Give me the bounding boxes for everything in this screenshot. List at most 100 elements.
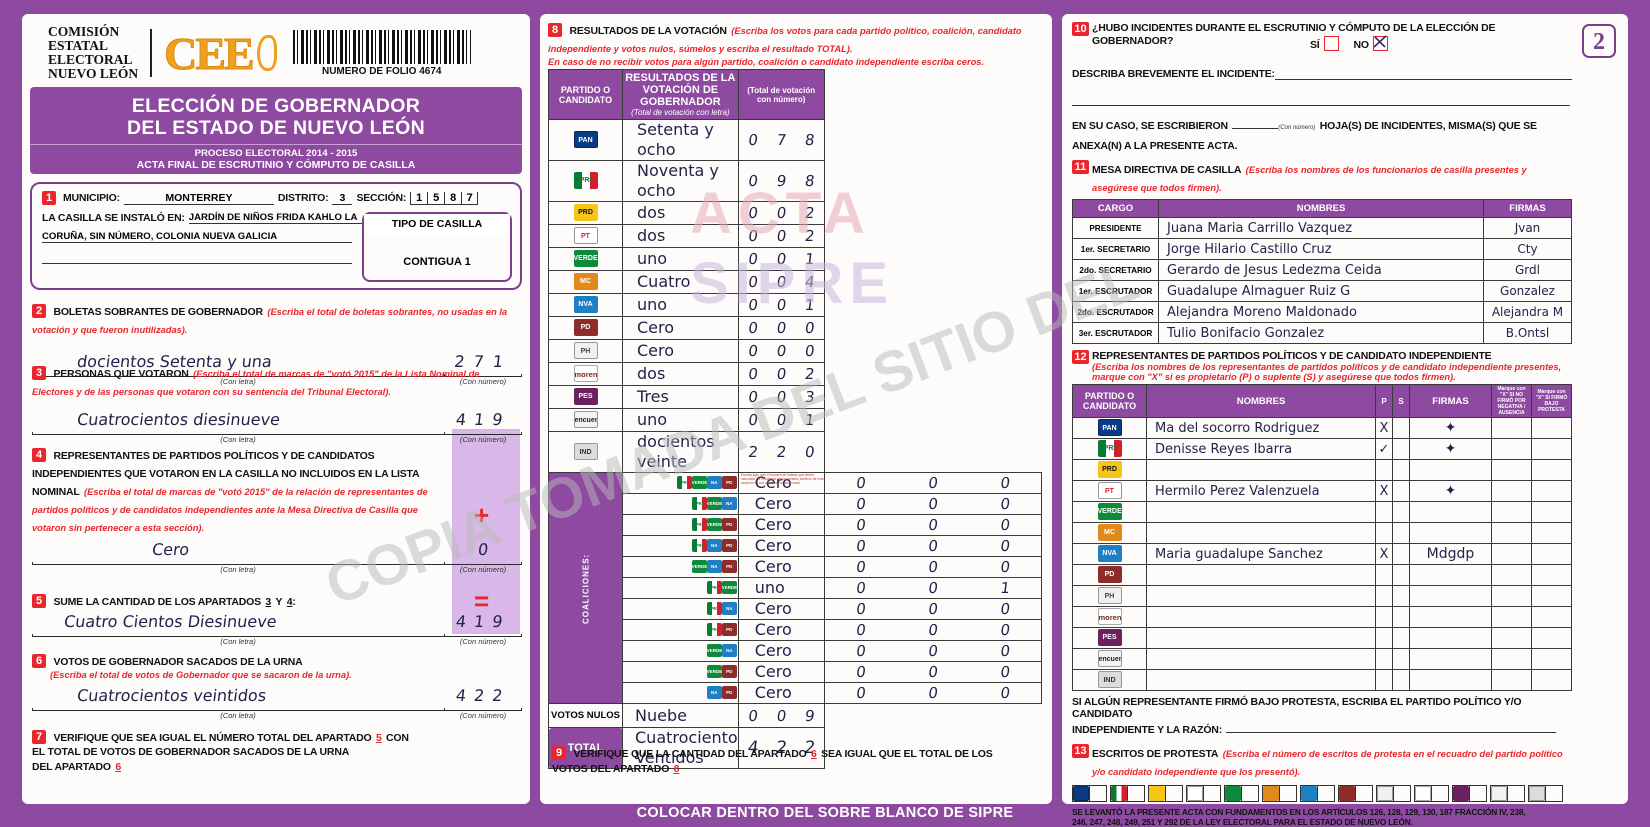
section-6-letra[interactable]: Cuatrocientos veintidos — [76, 686, 268, 705]
rep-nombre[interactable]: Ma del socorro Rodriguez — [1146, 417, 1376, 439]
rep-propietario[interactable] — [1375, 648, 1393, 670]
rep-propietario[interactable] — [1375, 501, 1393, 523]
seccion-digit-1[interactable]: 1 — [410, 191, 428, 205]
party-letra-cell[interactable]: dos — [622, 224, 739, 248]
rep-nofirmo[interactable] — [1491, 669, 1532, 691]
rep-firma[interactable] — [1409, 585, 1492, 607]
protest-box-value[interactable] — [1089, 786, 1106, 801]
rep-propietario[interactable]: X — [1375, 417, 1393, 439]
si-checkbox[interactable] — [1323, 36, 1339, 52]
rep-firma[interactable] — [1409, 627, 1492, 649]
protest-box[interactable] — [1338, 785, 1373, 802]
coalition-letra-cell[interactable]: Cero — [737, 682, 825, 704]
tipo-casilla-value[interactable]: CONTIGUA 1 — [403, 256, 471, 268]
mesa-nombre[interactable]: Tulio Bonifacio Gonzalez — [1158, 322, 1484, 344]
rep-firma[interactable] — [1409, 501, 1492, 523]
protest-box[interactable] — [1452, 785, 1487, 802]
protest-box-value[interactable] — [1507, 786, 1524, 801]
rep-propietario[interactable]: X — [1375, 480, 1393, 502]
rep-propietario[interactable] — [1375, 522, 1393, 544]
rep-nofirmo[interactable] — [1491, 501, 1532, 523]
protest-box[interactable] — [1414, 785, 1449, 802]
hojas-value[interactable] — [1232, 128, 1279, 129]
party-letra-cell[interactable]: docientos veinte — [622, 431, 739, 473]
protest-box[interactable] — [1300, 785, 1335, 802]
protest-box-value[interactable] — [1355, 786, 1372, 801]
protesta-value[interactable] — [1226, 721, 1557, 733]
rep-nofirmo[interactable] — [1491, 627, 1532, 649]
mesa-firma[interactable]: Alejandra M — [1483, 301, 1572, 323]
rep-protesta[interactable] — [1531, 585, 1572, 607]
rep-nombre[interactable] — [1146, 522, 1376, 544]
rep-nofirmo[interactable] — [1491, 417, 1532, 439]
seccion-digit-4[interactable]: 7 — [461, 191, 479, 205]
party-letra-cell[interactable]: Setenta y ocho — [622, 119, 739, 161]
seccion-digit-2[interactable]: 5 — [427, 191, 445, 205]
protest-box-value[interactable] — [1545, 786, 1562, 801]
rep-firma[interactable] — [1409, 669, 1492, 691]
section-3-letra[interactable]: Cuatrocientos diesinueve — [76, 410, 282, 429]
rep-firma[interactable]: ✦ — [1409, 417, 1492, 439]
rep-propietario[interactable] — [1375, 669, 1393, 691]
rep-suplente[interactable] — [1392, 501, 1410, 523]
coalition-letra-cell[interactable]: Cero — [737, 514, 825, 536]
describe-value-line2[interactable] — [1072, 90, 1570, 106]
rep-suplente[interactable] — [1392, 459, 1410, 481]
rep-nofirmo[interactable] — [1491, 522, 1532, 544]
rep-nofirmo[interactable] — [1491, 438, 1532, 460]
rep-protesta[interactable] — [1531, 522, 1572, 544]
protest-box[interactable] — [1072, 785, 1107, 802]
rep-nombre[interactable] — [1146, 669, 1376, 691]
section-5-letra[interactable]: Cuatro Cientos Diesinueve — [63, 612, 278, 631]
rep-protesta[interactable] — [1531, 669, 1572, 691]
rep-suplente[interactable] — [1392, 648, 1410, 670]
coalition-letra-cell[interactable]: Cero — [737, 535, 825, 557]
rep-protesta[interactable] — [1531, 543, 1572, 565]
domicilio-line3[interactable] — [42, 250, 352, 264]
coalition-letra-cell[interactable]: Cero — [737, 556, 825, 578]
rep-suplente[interactable] — [1392, 585, 1410, 607]
rep-suplente[interactable] — [1392, 627, 1410, 649]
coalition-letra-cell[interactable]: Cero — [737, 493, 825, 515]
section-6-numero[interactable]: 422 — [454, 686, 512, 705]
rep-nombre[interactable] — [1146, 648, 1376, 670]
mesa-firma[interactable]: B.Ontsl — [1483, 322, 1572, 344]
rep-nombre[interactable] — [1146, 627, 1376, 649]
rep-propietario[interactable] — [1375, 627, 1393, 649]
rep-propietario[interactable] — [1375, 585, 1393, 607]
describe-value[interactable] — [1274, 67, 1572, 80]
coalition-letra-cell[interactable]: Cero — [737, 619, 825, 641]
party-letra-cell[interactable]: Tres — [622, 385, 739, 409]
mesa-firma[interactable]: Cty — [1483, 238, 1572, 260]
party-letra-cell[interactable]: Cero — [622, 316, 739, 340]
no-checkbox[interactable] — [1373, 35, 1389, 52]
coalition-letra-cell[interactable]: uno — [737, 577, 825, 599]
mesa-firma[interactable]: Jvan — [1483, 217, 1572, 239]
party-letra-cell[interactable]: uno — [622, 293, 739, 317]
rep-propietario[interactable] — [1375, 459, 1393, 481]
mesa-nombre[interactable]: Gerardo de Jesus Ledezma Ceida — [1158, 259, 1484, 281]
party-letra-cell[interactable]: dos — [622, 362, 739, 386]
party-letra-cell[interactable]: uno — [622, 408, 739, 432]
rep-nombre[interactable]: Hermilo Perez Valenzuela — [1146, 480, 1376, 502]
protest-box-value[interactable] — [1279, 786, 1296, 801]
rep-suplente[interactable] — [1392, 480, 1410, 502]
party-letra-cell[interactable]: Cuatro — [622, 270, 739, 294]
rep-nombre[interactable] — [1146, 585, 1376, 607]
rep-nombre[interactable]: Maria guadalupe Sanchez — [1146, 543, 1376, 565]
rep-nombre[interactable] — [1146, 606, 1376, 628]
rep-protesta[interactable] — [1531, 438, 1572, 460]
rep-suplente[interactable] — [1392, 543, 1410, 565]
section-4-letra[interactable]: Cero — [151, 540, 191, 559]
protest-box[interactable] — [1490, 785, 1525, 802]
rep-firma[interactable]: Mdgdp — [1409, 543, 1492, 565]
